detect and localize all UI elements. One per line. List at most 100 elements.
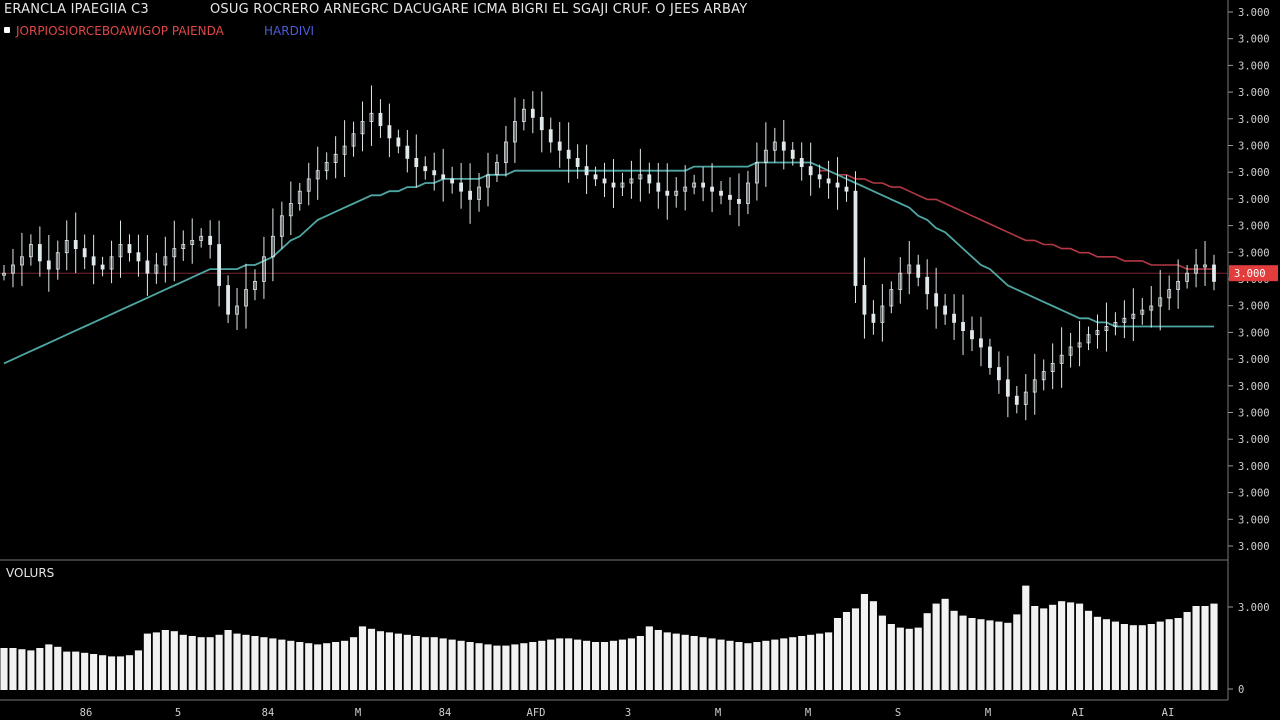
study-title[interactable]: OSUG ROCRERO ARNEGRC D	[210, 2, 404, 17]
candle-body	[701, 182, 706, 188]
volume-bar	[161, 630, 169, 690]
volume-bar	[457, 640, 465, 690]
volume-bar	[798, 636, 806, 690]
volume-bar	[116, 656, 125, 690]
candle	[315, 146, 320, 200]
candle	[584, 144, 589, 195]
candle	[674, 177, 679, 208]
candle-body	[1059, 354, 1064, 364]
candle-body	[432, 170, 437, 176]
volume-bar	[511, 644, 519, 690]
volume-bar	[869, 601, 877, 690]
candle-body	[1005, 379, 1010, 397]
volume-bar	[1075, 603, 1084, 690]
candle-body	[82, 248, 87, 258]
candle	[91, 234, 96, 285]
candle-body	[199, 235, 204, 241]
candle	[333, 136, 338, 179]
candle	[64, 220, 69, 271]
price-axis: 3.000 3.000 3.000 3.000 3.000 3.000 3.000 3.000…	[1228, 7, 1270, 553]
volume-bar	[789, 637, 797, 690]
candle-body	[952, 313, 956, 323]
candle-body	[288, 203, 293, 217]
candle-body	[512, 121, 517, 143]
symbol-title[interactable]: ERANCLA IPAEGIIA C3	[4, 2, 149, 17]
candle-body	[118, 244, 123, 258]
candle-body	[916, 264, 921, 278]
candle	[1185, 265, 1190, 289]
candle	[504, 125, 508, 177]
candle-body	[844, 186, 849, 192]
candle-body	[835, 182, 840, 188]
volume-bar	[143, 633, 151, 690]
legend-blue-series[interactable]: HARDIVI	[264, 24, 315, 38]
candle	[306, 162, 311, 206]
candle-body	[772, 141, 777, 151]
candle-body	[647, 174, 652, 184]
candle-body	[73, 239, 78, 249]
volume-bar	[1058, 601, 1066, 690]
candle	[253, 269, 257, 301]
candle-body	[979, 338, 983, 348]
candle	[790, 142, 795, 166]
candle-body	[1113, 321, 1118, 327]
candle-body	[11, 264, 15, 274]
time-axis: 86 5 84 M 84 AFD 3 M M S M AI AI	[80, 707, 1175, 719]
candle	[82, 234, 87, 270]
candle	[324, 152, 329, 180]
volume-bar	[932, 603, 940, 690]
candle-body	[629, 178, 634, 184]
volume-bar	[197, 637, 205, 690]
candle	[781, 120, 786, 170]
candle-body	[746, 182, 750, 204]
candle	[566, 122, 571, 183]
candle	[136, 234, 141, 277]
candle	[270, 208, 275, 282]
candle-body	[602, 178, 607, 184]
candle	[20, 232, 24, 286]
candle-body	[754, 162, 759, 184]
volume-bar	[81, 652, 89, 690]
price-tick-label: 3.000	[1238, 221, 1270, 233]
volume-bar	[1165, 619, 1173, 690]
candle	[638, 148, 643, 202]
candle	[1122, 300, 1127, 339]
candle-body	[1104, 326, 1109, 331]
time-tick-label: M	[355, 707, 361, 719]
volume-bar	[1201, 606, 1209, 690]
fast-moving-average-line	[3, 161, 1214, 365]
candle-body	[530, 108, 535, 118]
candle-body	[737, 198, 741, 204]
volume-bar	[896, 627, 904, 690]
candle	[557, 121, 562, 168]
candle	[1113, 312, 1118, 336]
price-tick-label: 3.000	[1238, 488, 1270, 500]
volume-bar	[215, 634, 223, 690]
candle-body	[557, 141, 562, 151]
candle-body	[620, 182, 625, 188]
volume-bar	[206, 637, 214, 690]
candle	[1050, 343, 1055, 390]
candle	[656, 162, 661, 209]
candlestick-series	[2, 85, 1216, 421]
candle-body	[172, 248, 177, 258]
candle-body	[378, 112, 383, 127]
candle	[441, 148, 446, 202]
candle	[387, 103, 392, 158]
candle	[1023, 374, 1028, 421]
candle	[916, 254, 921, 287]
volume-bar	[72, 651, 80, 690]
legend-red-series[interactable]: JORPIOSIORCEBOAWIGOP PAIENDA	[16, 24, 224, 38]
price-tick-label: 3.000	[1238, 60, 1270, 72]
candle	[477, 172, 481, 212]
volume-bar	[502, 645, 510, 690]
volume-bar	[242, 634, 250, 690]
candle	[288, 181, 293, 236]
candle	[817, 164, 822, 188]
candle	[360, 101, 365, 152]
price-tick-label: 3.000	[1238, 354, 1270, 366]
candle	[486, 152, 490, 207]
candle	[575, 144, 580, 179]
candle-body	[55, 252, 60, 270]
